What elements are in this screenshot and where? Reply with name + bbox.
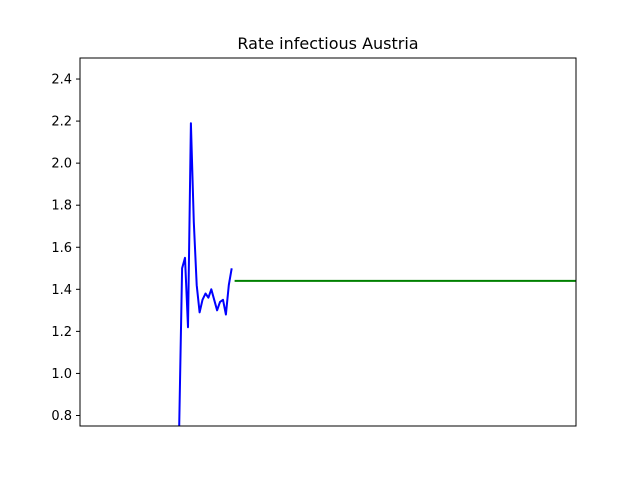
plot-frame — [79, 57, 577, 427]
y-tick-label: 1.8 — [51, 199, 72, 214]
y-tick-label: 1.6 — [51, 241, 72, 256]
y-tick-label: 0.8 — [51, 409, 72, 424]
chart-title: Rate infectious Austria — [237, 34, 418, 53]
y-tick-label: 1.4 — [51, 283, 72, 298]
y-tick-label: 1.2 — [51, 325, 72, 340]
y-tick-label: 2.4 — [51, 73, 72, 88]
y-axis: 0.8 1.0 1.2 1.4 1.6 1.8 2.0 2.2 2.4 — [51, 73, 80, 424]
y-tick-label: 1.0 — [51, 367, 72, 382]
series-group — [178, 122, 576, 426]
series-line-1 — [178, 122, 233, 426]
y-tick-label: 2.0 — [51, 157, 72, 172]
y-tick-label: 2.2 — [51, 115, 72, 130]
